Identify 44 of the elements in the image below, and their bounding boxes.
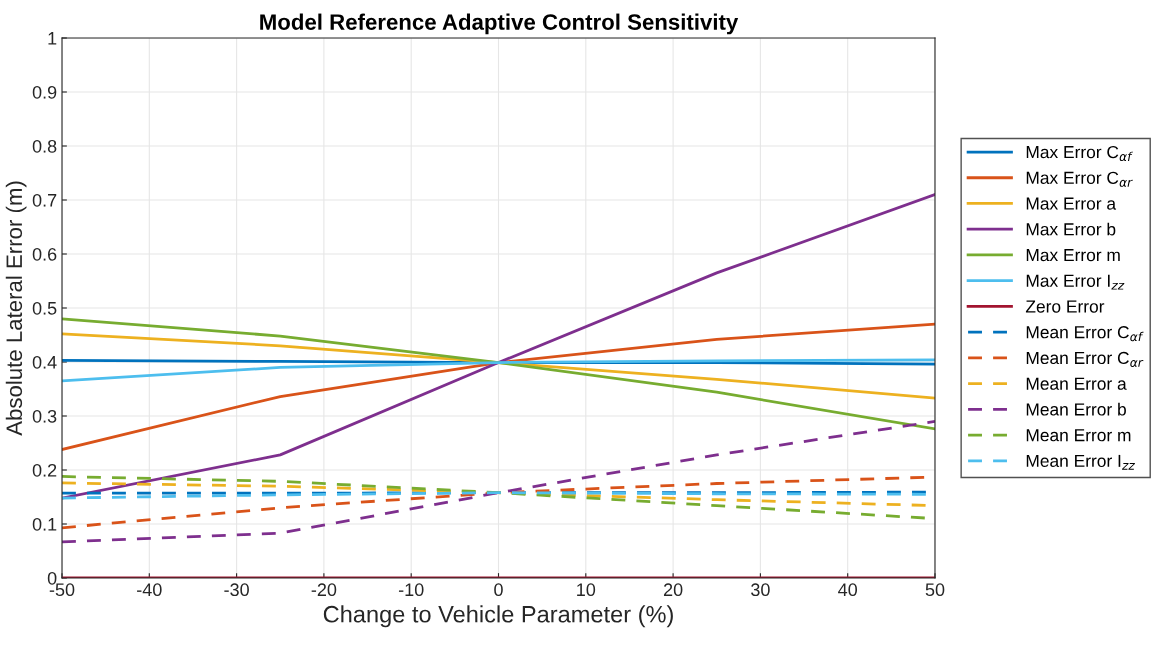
x-tick-label: 40 (838, 583, 858, 597)
legend-label: Zero Error (1025, 300, 1105, 313)
legend-label: Max Error a (1026, 197, 1117, 210)
x-tick-label: 50 (925, 583, 945, 597)
x-tick-label: -20 (311, 583, 337, 597)
line-series (62, 358, 935, 383)
legend-label: Max Error C$_{αr}$ (1026, 171, 1133, 187)
legend-label: Max Error I$_{zz}$ (1026, 274, 1125, 290)
legend-label: Mean Error I$_{zz}$ (1026, 454, 1135, 470)
legend-label: Max Error m (1026, 249, 1120, 262)
y-tick-label: 0 (47, 571, 57, 585)
x-tick-label: 20 (663, 583, 683, 597)
legend-label: Mean Error b (1026, 402, 1126, 416)
line-series (62, 322, 935, 451)
legend-label: Max Error C$_{αf}$ (1026, 145, 1133, 162)
line-series (62, 193, 935, 500)
y-tick-label: 0.4 (32, 355, 57, 369)
y-tick-label: 0.6 (32, 247, 57, 261)
y-tick-label: 0.9 (32, 85, 57, 99)
y-tick-label: 0.5 (32, 301, 57, 315)
x-axis-title: Change to Vehicle Parameter (%) (323, 605, 673, 628)
line-series (62, 332, 935, 400)
legend-label: Max Error b (1026, 222, 1116, 236)
x-tick-label: -50 (49, 583, 75, 597)
y-tick-label: 0.2 (32, 463, 57, 477)
line-series (62, 317, 935, 431)
y-tick-label: 1 (48, 32, 57, 45)
x-tick-label: -10 (398, 583, 424, 597)
legend-label: Mean Error a (1026, 377, 1127, 390)
y-tick-label: 0.7 (32, 193, 57, 207)
line-series (62, 420, 935, 544)
x-tick-label: -30 (224, 583, 249, 597)
chart-title: Model Reference Adaptive Control Sensitivity (260, 13, 739, 35)
y-tick-label: 0.3 (32, 409, 57, 423)
legend-label: Mean Error m (1026, 429, 1131, 442)
x-tick-label: 0 (494, 583, 503, 597)
y-tick-label: 0.8 (32, 139, 57, 153)
legend-label: Mean Error C$_{αr}$ (1026, 351, 1144, 367)
x-tick-label: 30 (751, 583, 770, 597)
x-tick-label: -40 (137, 583, 162, 597)
y-axis-title: Absolute Lateral Error (m) (5, 181, 27, 436)
legend-label: Mean Error C$_{αf}$ (1026, 326, 1144, 342)
y-tick-label: 0.1 (32, 517, 57, 531)
x-tick-label: 10 (577, 583, 596, 597)
